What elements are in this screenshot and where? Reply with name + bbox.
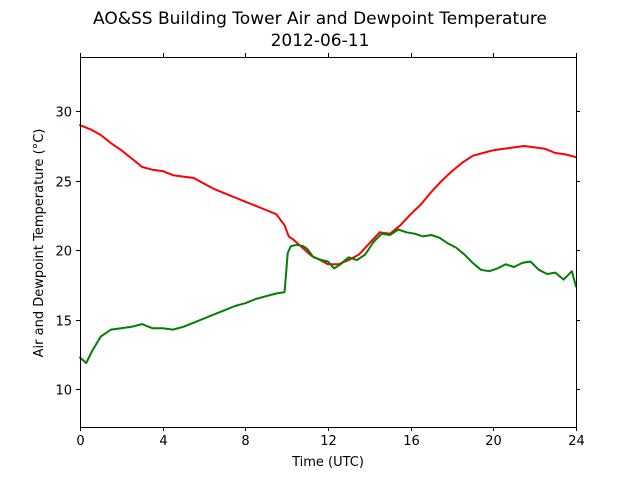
- y-tick-label: 15: [55, 315, 72, 330]
- x-tick-label: 4: [159, 434, 167, 449]
- x-tick-label: 20: [485, 434, 502, 449]
- ticks-layer: 0 4 8 12 16 20 24 10 15 20 25 30: [55, 53, 585, 449]
- x-tick-label: 8: [241, 434, 249, 449]
- series-layer: [79, 124, 577, 364]
- series-line-0: [79, 124, 577, 266]
- series-line-1: [79, 228, 577, 364]
- y-tick-label: 30: [55, 106, 72, 121]
- chart-title: AO&SS Building Tower Air and Dewpoint Te…: [93, 9, 547, 29]
- x-tick-label: 16: [403, 434, 420, 449]
- y-tick-label: 10: [55, 384, 72, 399]
- x-tick-label: 0: [76, 434, 84, 449]
- x-axis-label: Time (UTC): [291, 455, 364, 470]
- y-tick-label: 25: [55, 176, 72, 191]
- chart-subtitle: 2012-06-11: [271, 31, 370, 51]
- x-tick-label: 24: [568, 434, 585, 449]
- y-tick-label: 20: [55, 245, 72, 260]
- plot-frame: [80, 57, 577, 428]
- x-tick-label: 12: [320, 434, 337, 449]
- y-axis-label: Air and Dewpoint Temperature (°C): [32, 129, 47, 358]
